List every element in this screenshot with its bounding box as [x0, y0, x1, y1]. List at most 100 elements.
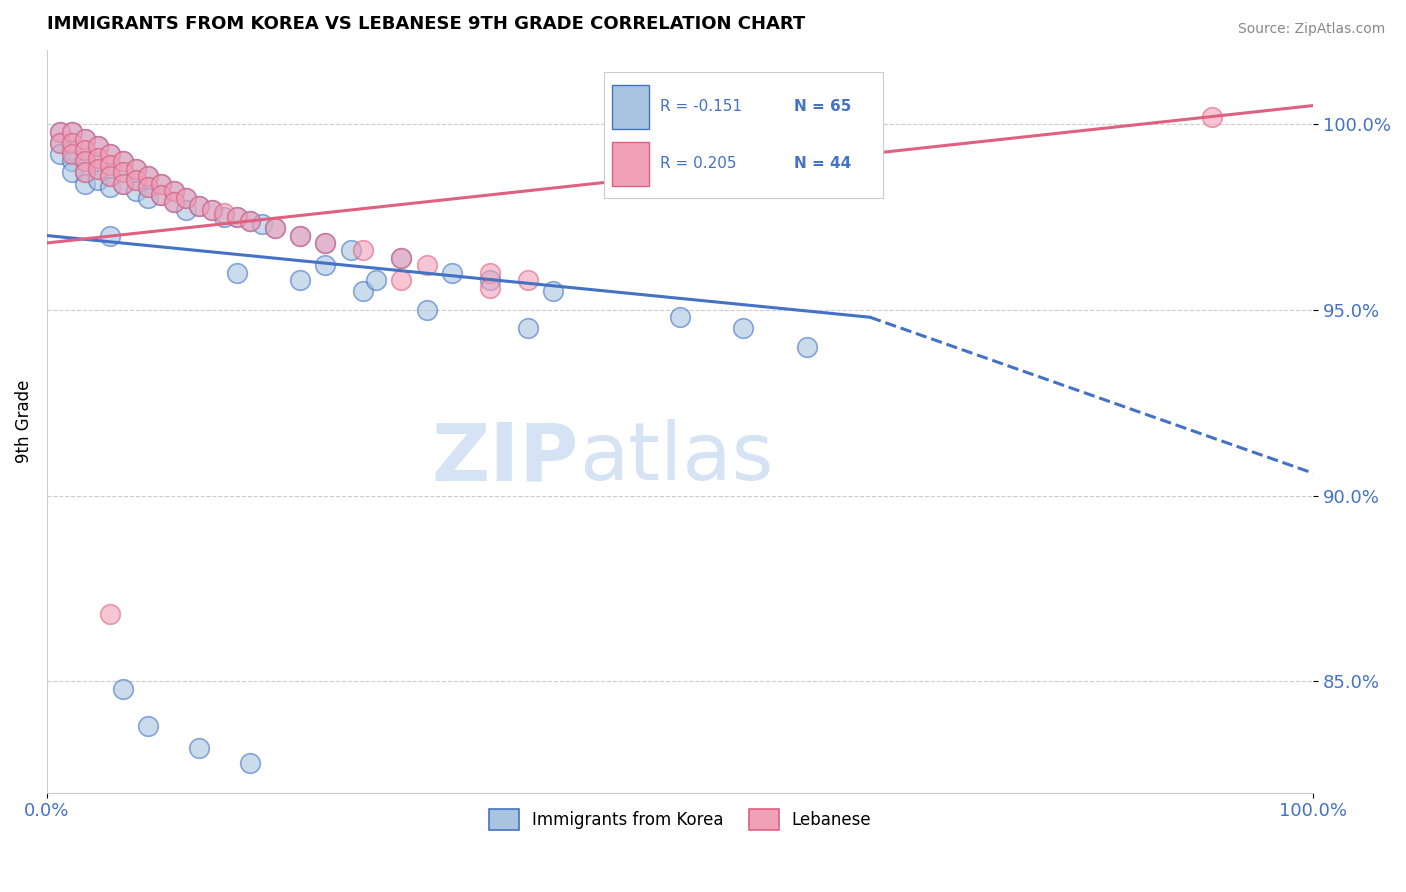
Point [98, 158, 121, 172]
Point [479, 266, 502, 280]
Point [174, 202, 197, 217]
Point [136, 169, 159, 183]
Point [517, 321, 540, 335]
Text: atlas: atlas [579, 419, 773, 498]
Point [263, 221, 285, 235]
Point [517, 273, 540, 287]
Point [124, 161, 146, 176]
Point [60, 124, 83, 138]
Point [200, 202, 222, 217]
Point [238, 213, 260, 227]
Point [111, 165, 134, 179]
Point [212, 206, 235, 220]
Point [73, 154, 96, 169]
Point [98, 146, 121, 161]
Point [225, 210, 247, 224]
Point [98, 158, 121, 172]
Point [353, 285, 375, 299]
Point [1201, 110, 1223, 124]
Point [225, 210, 247, 224]
Text: ZIP: ZIP [432, 419, 579, 498]
Point [111, 177, 134, 191]
Point [86, 151, 108, 165]
Point [60, 165, 83, 179]
Point [187, 199, 209, 213]
Point [288, 228, 311, 243]
Y-axis label: 9th Grade: 9th Grade [15, 380, 32, 463]
Point [149, 177, 172, 191]
Point [111, 154, 134, 169]
Point [124, 184, 146, 198]
Point [60, 136, 83, 150]
Point [86, 139, 108, 153]
Point [136, 719, 159, 733]
Point [86, 161, 108, 176]
Point [73, 165, 96, 179]
Point [60, 146, 83, 161]
Point [225, 266, 247, 280]
Point [353, 244, 375, 258]
Point [48, 136, 70, 150]
Point [391, 273, 413, 287]
Text: Source: ZipAtlas.com: Source: ZipAtlas.com [1237, 22, 1385, 37]
Point [315, 258, 337, 272]
Point [73, 177, 96, 191]
Point [238, 213, 260, 227]
Legend: Immigrants from Korea, Lebanese: Immigrants from Korea, Lebanese [482, 803, 879, 837]
Point [416, 258, 439, 272]
Point [136, 191, 159, 205]
Point [60, 154, 83, 169]
Point [124, 173, 146, 187]
Point [73, 132, 96, 146]
Point [48, 124, 70, 138]
Point [73, 143, 96, 157]
Point [391, 251, 413, 265]
Point [263, 221, 285, 235]
Point [73, 143, 96, 157]
Point [98, 228, 121, 243]
Point [60, 143, 83, 157]
Point [391, 251, 413, 265]
Point [162, 195, 184, 210]
Point [174, 191, 197, 205]
Point [200, 202, 222, 217]
Point [86, 161, 108, 176]
Point [288, 273, 311, 287]
Point [149, 187, 172, 202]
Point [60, 136, 83, 150]
Text: IMMIGRANTS FROM KOREA VS LEBANESE 9TH GRADE CORRELATION CHART: IMMIGRANTS FROM KOREA VS LEBANESE 9TH GR… [46, 15, 806, 33]
Point [98, 169, 121, 183]
Point [149, 187, 172, 202]
Point [479, 273, 502, 287]
Point [441, 266, 464, 280]
Point [86, 139, 108, 153]
Point [98, 607, 121, 622]
Point [162, 195, 184, 210]
Point [669, 310, 692, 325]
Point [162, 184, 184, 198]
Point [98, 169, 121, 183]
Point [136, 169, 159, 183]
Point [238, 756, 260, 770]
Point [212, 210, 235, 224]
Point [48, 136, 70, 150]
Point [543, 285, 565, 299]
Point [733, 321, 755, 335]
Point [136, 180, 159, 194]
Point [48, 146, 70, 161]
Point [149, 177, 172, 191]
Point [124, 173, 146, 187]
Point [796, 340, 818, 354]
Point [136, 180, 159, 194]
Point [86, 151, 108, 165]
Point [479, 280, 502, 294]
Point [315, 235, 337, 250]
Point [340, 244, 363, 258]
Point [73, 132, 96, 146]
Point [187, 741, 209, 756]
Point [187, 199, 209, 213]
Point [174, 191, 197, 205]
Point [111, 165, 134, 179]
Point [98, 146, 121, 161]
Point [73, 154, 96, 169]
